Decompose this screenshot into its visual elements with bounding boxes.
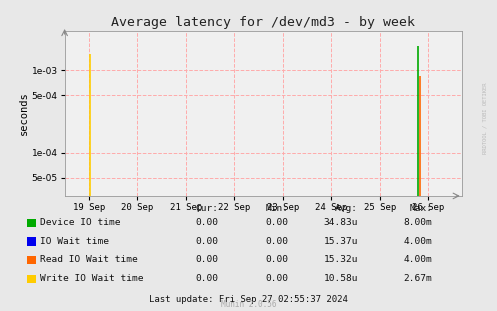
- Text: 10.58u: 10.58u: [324, 274, 358, 283]
- Y-axis label: seconds: seconds: [19, 92, 29, 135]
- Text: Min:: Min:: [265, 204, 288, 213]
- Text: Last update: Fri Sep 27 02:55:37 2024: Last update: Fri Sep 27 02:55:37 2024: [149, 295, 348, 304]
- Text: Avg:: Avg:: [335, 204, 358, 213]
- Text: Write IO Wait time: Write IO Wait time: [40, 274, 143, 283]
- Text: 4.00m: 4.00m: [404, 255, 432, 264]
- Text: 2.67m: 2.67m: [404, 274, 432, 283]
- Text: 0.00: 0.00: [265, 255, 288, 264]
- Text: IO Wait time: IO Wait time: [40, 237, 109, 245]
- Text: 8.00m: 8.00m: [404, 218, 432, 227]
- Text: 4.00m: 4.00m: [404, 237, 432, 245]
- Text: Munin 2.0.56: Munin 2.0.56: [221, 299, 276, 309]
- Text: 0.00: 0.00: [196, 218, 219, 227]
- Text: 0.00: 0.00: [196, 255, 219, 264]
- Text: RRDTOOL / TOBI OETIKER: RRDTOOL / TOBI OETIKER: [482, 82, 487, 154]
- Text: 0.00: 0.00: [196, 274, 219, 283]
- Text: 15.37u: 15.37u: [324, 237, 358, 245]
- Text: Read IO Wait time: Read IO Wait time: [40, 255, 138, 264]
- Text: 0.00: 0.00: [196, 237, 219, 245]
- Title: Average latency for /dev/md3 - by week: Average latency for /dev/md3 - by week: [111, 16, 415, 29]
- Text: 0.00: 0.00: [265, 237, 288, 245]
- Text: Device IO time: Device IO time: [40, 218, 120, 227]
- Text: Cur:: Cur:: [196, 204, 219, 213]
- Text: Max:: Max:: [410, 204, 432, 213]
- Text: 0.00: 0.00: [265, 218, 288, 227]
- Text: 0.00: 0.00: [265, 274, 288, 283]
- Text: 34.83u: 34.83u: [324, 218, 358, 227]
- Text: 15.32u: 15.32u: [324, 255, 358, 264]
